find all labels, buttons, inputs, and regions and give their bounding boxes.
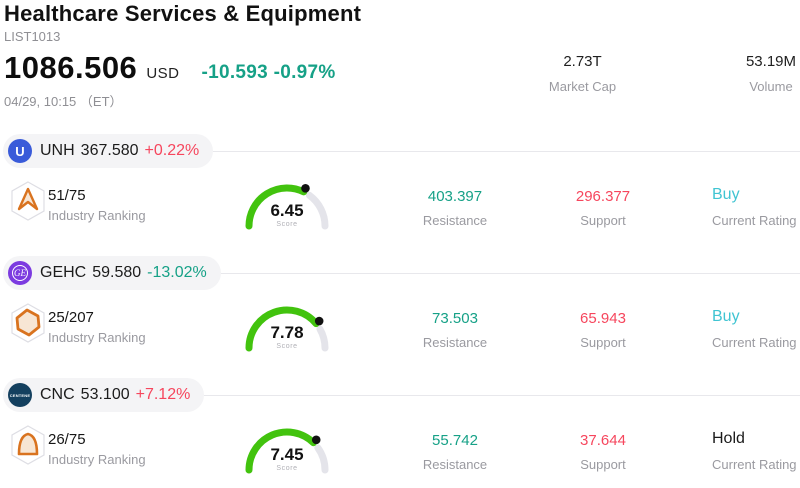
- industry-rank-label: Industry Ranking: [48, 208, 146, 223]
- support-col: 296.377 Support: [528, 188, 678, 228]
- stock-change: +0.22%: [144, 142, 200, 159]
- svg-text:7.45: 7.45: [270, 445, 303, 464]
- ticker: CNC: [40, 386, 75, 403]
- score-gauge: 7.78 Score: [245, 306, 329, 352]
- gehc-logo-icon: GE: [8, 261, 32, 285]
- current-rating-value: Buy: [712, 308, 740, 325]
- svg-text:Score: Score: [276, 221, 297, 228]
- industry-rank-label: Industry Ranking: [48, 330, 146, 345]
- quote-timestamp: 04/29, 10:15 （ET）: [4, 94, 123, 109]
- rating-col: Buy Current Rating: [712, 308, 797, 350]
- svg-text:Score: Score: [276, 343, 297, 350]
- current-rating-label: Current Rating: [712, 213, 797, 228]
- industry-rank-label: Industry Ranking: [48, 452, 146, 467]
- rank-badge-icon: [11, 425, 45, 465]
- resistance-col: 55.742 Resistance: [380, 432, 530, 472]
- stock-change: +7.12%: [135, 386, 191, 403]
- resistance-value: 73.503: [432, 310, 478, 327]
- index-price-row: 1086.506 USD -10.593 -0.97%: [4, 50, 336, 86]
- svg-text:7.78: 7.78: [270, 323, 303, 342]
- support-label: Support: [580, 335, 626, 350]
- page-title: Healthcare Services & Equipment: [4, 1, 362, 26]
- stock-pill-unh[interactable]: U UNH 367.580 +0.22%: [3, 134, 214, 168]
- stock-pill-gehc[interactable]: GE GEHC 59.580 -13.02%: [3, 256, 221, 290]
- stock-row-unh: U UNH 367.580 +0.22% 51/75 Industry Rank…: [0, 134, 800, 256]
- unh-logo-icon: U: [8, 139, 32, 163]
- market-cap-value: 2.73T: [563, 53, 602, 70]
- market-cap-label: Market Cap: [548, 79, 617, 94]
- divider: [220, 272, 800, 274]
- support-col: 37.644 Support: [528, 432, 678, 472]
- support-value: 37.644: [580, 432, 626, 449]
- support-label: Support: [580, 213, 626, 228]
- index-change: -10.593 -0.97%: [201, 62, 336, 83]
- current-rating-label: Current Rating: [712, 457, 797, 472]
- cnc-logo-icon: CENTENE: [8, 383, 32, 407]
- ticker: GEHC: [40, 264, 87, 281]
- support-col: 65.943 Support: [528, 310, 678, 350]
- current-rating-value: Hold: [712, 430, 745, 447]
- resistance-label: Resistance: [422, 457, 488, 472]
- resistance-col: 73.503 Resistance: [380, 310, 530, 350]
- resistance-value: 55.742: [432, 432, 478, 449]
- industry-rank: 51/75: [48, 187, 86, 204]
- list-id: LIST1013: [4, 29, 61, 44]
- ticker: UNH: [40, 142, 75, 159]
- stock-price: 59.580: [92, 264, 142, 281]
- volume-value: 53.19M: [745, 53, 797, 70]
- market-cap-stat: 2.73T Market Cap: [520, 53, 645, 94]
- row-header: U UNH 367.580 +0.22%: [3, 134, 800, 168]
- current-rating-label: Current Rating: [712, 335, 797, 350]
- resistance-label: Resistance: [422, 213, 488, 228]
- rank-badge-icon: [11, 303, 45, 343]
- support-value: 296.377: [575, 188, 631, 205]
- volume-stat: 53.19M Volume: [716, 53, 800, 94]
- industry-rank: 26/75: [48, 431, 86, 448]
- score-gauge: 7.45 Score: [245, 428, 329, 474]
- stock-change: -13.02%: [147, 264, 207, 281]
- svg-text:Score: Score: [276, 465, 297, 472]
- score-gauge: 6.45 Score: [245, 183, 329, 230]
- current-rating-value: Buy: [712, 186, 740, 203]
- stock-row-cnc: CENTENE CNC 53.100 +7.12% 26/75 Industry…: [0, 378, 800, 488]
- stock-row-gehc: GE GEHC 59.580 -13.02% 25/207 Industry R…: [0, 256, 800, 378]
- index-currency: USD: [146, 65, 180, 82]
- rating-col: Buy Current Rating: [712, 186, 797, 228]
- resistance-value: 403.397: [427, 188, 483, 205]
- row-header: GE GEHC 59.580 -13.02%: [3, 256, 800, 290]
- index-price: 1086.506: [4, 50, 138, 85]
- volume-label: Volume: [749, 79, 793, 94]
- svg-text:6.45: 6.45: [270, 201, 303, 220]
- divider: [213, 150, 800, 152]
- stock-price: 367.580: [80, 142, 139, 159]
- rating-col: Hold Current Rating: [712, 430, 797, 472]
- industry-rank: 25/207: [48, 309, 94, 326]
- stock-price: 53.100: [80, 386, 130, 403]
- resistance-label: Resistance: [422, 335, 488, 350]
- support-label: Support: [580, 457, 626, 472]
- divider: [204, 394, 800, 396]
- support-value: 65.943: [580, 310, 626, 327]
- rank-badge-icon: [11, 181, 45, 221]
- stock-pill-cnc[interactable]: CENTENE CNC 53.100 +7.12%: [3, 378, 205, 412]
- row-header: CENTENE CNC 53.100 +7.12%: [3, 378, 800, 412]
- resistance-col: 403.397 Resistance: [380, 188, 530, 228]
